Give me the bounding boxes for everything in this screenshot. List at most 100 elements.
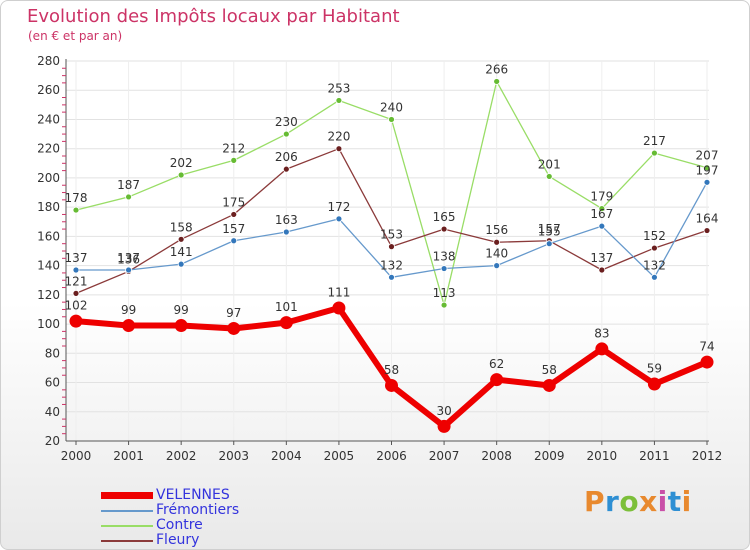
- legend-label-velennes: VELENNES: [156, 487, 230, 503]
- y-tick-label: 160: [37, 229, 60, 243]
- data-point-fleury: [440, 225, 448, 233]
- data-label-frmontiers: 197: [696, 163, 719, 177]
- data-label-velennes: 59: [647, 362, 662, 376]
- x-tick-label: 2008: [481, 449, 512, 463]
- data-label-fleury: 153: [380, 228, 403, 242]
- x-tick-label: 2010: [587, 449, 618, 463]
- data-point-contre: [72, 206, 80, 214]
- data-point-velennes: [647, 377, 661, 391]
- data-point-frmontiers: [335, 215, 343, 223]
- data-point-frmontiers: [125, 266, 132, 274]
- x-tick-label: 2009: [534, 449, 565, 463]
- data-label-fleury: 206: [275, 150, 298, 164]
- data-point-velennes: [227, 321, 241, 335]
- data-label-velennes: 58: [384, 363, 399, 377]
- data-label-fleury: 137: [590, 251, 613, 265]
- data-point-velennes: [595, 342, 609, 356]
- data-label-velennes: 62: [489, 357, 504, 371]
- data-label-frmontiers: 132: [380, 258, 403, 272]
- y-tick-label: 100: [37, 317, 60, 331]
- data-point-contre: [545, 173, 553, 180]
- data-label-fleury: 175: [222, 195, 245, 209]
- data-label-frmontiers: 141: [170, 245, 193, 259]
- data-point-frmontiers: [703, 178, 711, 186]
- data-label-contre: 253: [327, 81, 350, 95]
- data-label-velennes: 101: [275, 300, 298, 314]
- data-point-contre: [335, 97, 343, 104]
- data-label-fleury: 158: [170, 220, 193, 234]
- data-point-frmontiers: [440, 265, 448, 272]
- data-point-contre: [651, 149, 658, 157]
- data-point-velennes: [437, 419, 451, 433]
- legend-label-fremontiers: Frémontiers: [156, 502, 240, 518]
- data-label-velennes: 30: [436, 404, 451, 418]
- chart-subtitle: (en € et par an): [28, 29, 123, 43]
- legend-label-fleury: Fleury: [156, 532, 200, 548]
- data-point-fleury: [177, 235, 185, 243]
- data-label-contre: 113: [433, 286, 456, 300]
- x-tick-label: 2006: [376, 449, 407, 463]
- data-point-contre: [440, 301, 448, 309]
- y-tick-label: 120: [37, 288, 60, 302]
- y-tick-label: 180: [37, 200, 60, 214]
- proxiti-logo: Proxiti: [584, 485, 692, 518]
- data-label-frmontiers: 137: [65, 251, 88, 265]
- x-tick-label: 2002: [166, 449, 197, 463]
- data-label-contre: 179: [590, 190, 613, 204]
- data-label-fleury: 220: [327, 130, 350, 144]
- data-label-velennes: 58: [542, 363, 557, 377]
- y-tick-label: 60: [45, 376, 60, 390]
- logo-letter: x: [639, 485, 658, 518]
- data-label-velennes: 99: [121, 303, 136, 317]
- data-point-frmontiers: [651, 273, 658, 281]
- logo-letter: i: [681, 485, 692, 518]
- chart-title: Evolution des Impôts locaux par Habitant: [27, 6, 400, 27]
- data-label-velennes: 111: [327, 286, 350, 300]
- data-point-contre: [598, 205, 606, 213]
- y-tick-label: 260: [37, 83, 60, 97]
- logo-letter: r: [605, 485, 620, 518]
- data-point-velennes: [332, 301, 346, 315]
- data-label-contre: 230: [275, 115, 298, 129]
- data-label-contre: 187: [117, 178, 140, 192]
- data-label-contre: 212: [222, 141, 245, 155]
- data-label-frmontiers: 137: [117, 251, 140, 265]
- x-tick-label: 2007: [429, 449, 460, 463]
- data-point-velennes: [385, 378, 398, 392]
- data-label-frmontiers: 163: [275, 213, 298, 227]
- data-point-frmontiers: [493, 262, 501, 270]
- data-label-velennes: 99: [174, 303, 189, 317]
- data-label-velennes: 83: [594, 326, 609, 340]
- data-label-contre: 202: [170, 156, 193, 170]
- x-tick-label: 2003: [218, 449, 249, 463]
- data-label-fleury: 152: [643, 229, 666, 243]
- data-point-frmontiers: [230, 237, 238, 245]
- data-point-frmontiers: [388, 273, 395, 281]
- data-point-fleury: [335, 145, 343, 153]
- x-tick-label: 2005: [324, 449, 355, 463]
- data-point-velennes: [69, 314, 83, 328]
- data-point-fleury: [651, 244, 658, 252]
- data-point-fleury: [72, 289, 80, 297]
- data-point-velennes: [122, 319, 136, 333]
- legend-swatch-contre: [101, 525, 153, 527]
- x-tick-label: 2011: [639, 449, 670, 463]
- x-tick-label: 2001: [113, 449, 144, 463]
- y-tick-label: 40: [45, 405, 60, 419]
- data-point-frmontiers: [545, 240, 553, 248]
- data-point-fleury: [230, 211, 238, 218]
- data-label-velennes: 74: [699, 340, 714, 354]
- data-point-fleury: [388, 243, 395, 251]
- y-tick-label: 240: [37, 112, 60, 126]
- data-point-frmontiers: [598, 222, 606, 230]
- data-point-contre: [493, 78, 501, 85]
- x-tick-label: 2004: [271, 449, 302, 463]
- data-point-contre: [282, 130, 290, 138]
- data-point-contre: [125, 193, 132, 201]
- data-label-frmontiers: 172: [327, 200, 350, 214]
- data-point-frmontiers: [177, 260, 185, 268]
- y-tick-label: 280: [37, 54, 60, 68]
- data-label-fleury: 156: [485, 223, 508, 237]
